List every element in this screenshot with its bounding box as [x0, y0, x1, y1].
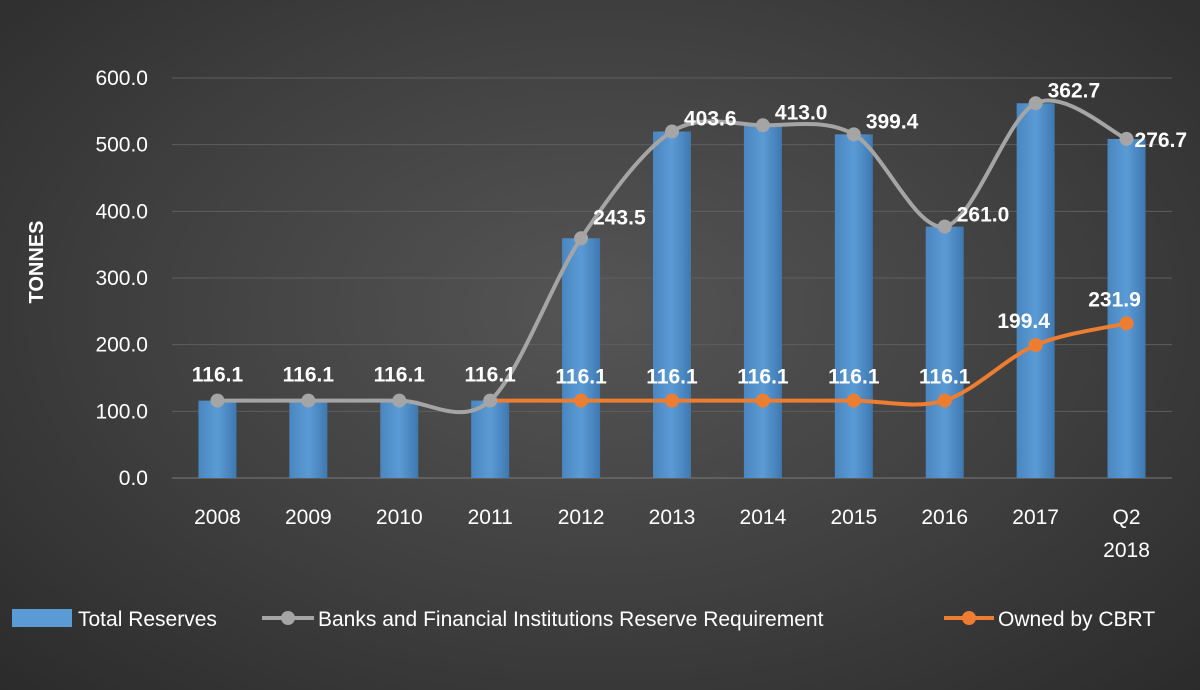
data-labels: 116.1 116.1 116.1 116.1 243.5 403.6 413.0 399.4…	[192, 79, 1187, 388]
bar-total-reserves	[471, 400, 510, 478]
x-tick-label: 2008	[194, 506, 241, 529]
reserve-requirement-label: 403.6	[684, 108, 737, 131]
reserve-requirement-point	[755, 118, 770, 133]
bars-total-reserves	[198, 103, 1146, 479]
reserve-requirement-point	[392, 393, 407, 408]
reserve-requirement-label: 362.7	[1048, 79, 1101, 102]
y-tick-label: 100.0	[95, 400, 148, 423]
x-tick-label: 2017	[1012, 506, 1059, 529]
x-tick-label: 2012	[558, 506, 605, 529]
owned-by-cbrt-line	[490, 321, 1128, 407]
x-tick-label: 2015	[830, 506, 877, 529]
bar-total-reserves	[198, 400, 237, 478]
reserve-requirement-point	[1028, 96, 1043, 111]
owned-by-cbrt-label: 116.1	[919, 366, 971, 389]
legend-label-owned-by-cbrt: Owned by CBRT	[998, 608, 1155, 631]
y-tick-label: 400.0	[95, 200, 148, 223]
y-tick-label: 300.0	[95, 267, 148, 290]
owned-by-cbrt-point	[846, 393, 861, 408]
bar-total-reserves	[1016, 103, 1055, 479]
x-tick-label: 2014	[740, 506, 787, 529]
bar-total-reserves	[1107, 138, 1146, 478]
bar-total-reserves	[289, 400, 328, 478]
x-tick-label: Q2	[1113, 506, 1141, 529]
owned-by-cbrt-point	[755, 393, 770, 408]
bar-total-reserves	[834, 134, 873, 479]
legend-marker-reserve-requirement	[281, 611, 295, 625]
reserve-requirement-label: 276.7	[1135, 129, 1188, 152]
y-tick-label: 0.0	[119, 467, 148, 490]
reserve-requirement-point	[665, 124, 679, 139]
legend-label-total-reserves: Total Reserves	[78, 608, 217, 631]
x-axis-ticks: 2008 2009 2010 2011 2012 2013 2014 2015 2016 2017…	[194, 506, 1150, 562]
x-tick-label: 2018	[1103, 539, 1150, 562]
bar-total-reserves	[380, 400, 419, 478]
legend-swatch-total-reserves	[12, 609, 72, 627]
reserve-requirement-label: 243.5	[593, 206, 646, 229]
reserve-requirement-point	[574, 231, 589, 246]
reserve-requirement-label: 399.4	[866, 110, 919, 133]
reserve-requirement-label: 116.1	[192, 364, 244, 387]
owned-by-cbrt-point	[937, 393, 952, 408]
reserve-requirement-point	[846, 127, 861, 142]
x-tick-label: 2013	[649, 506, 696, 529]
bar-total-reserves	[743, 125, 782, 479]
reserve-requirement-label: 116.1	[374, 364, 426, 387]
owned-by-cbrt-label: 116.1	[828, 366, 880, 389]
legend-marker-owned-by-cbrt	[962, 611, 976, 625]
reserve-requirement-point	[301, 393, 316, 408]
legend-label-reserve-requirement: Banks and Financial Institutions Reserve…	[318, 608, 824, 631]
owned-by-cbrt-point	[1119, 316, 1134, 331]
reserve-requirement-label: 261.0	[957, 204, 1010, 227]
bar-total-reserves	[925, 226, 964, 478]
owned-by-cbrt-label: 116.1	[737, 366, 789, 389]
x-tick-label: 2011	[468, 506, 513, 529]
reserve-requirement-label: 116.1	[464, 364, 516, 387]
owned-by-cbrt-point	[665, 393, 679, 408]
owned-by-cbrt-point	[574, 393, 589, 408]
owned-by-cbrt-label: 231.9	[1088, 288, 1141, 311]
y-tick-label: 200.0	[95, 334, 148, 357]
owned-by-cbrt-label: 116.1	[646, 366, 698, 389]
series-lines	[210, 96, 1134, 415]
y-tick-label: 500.0	[95, 134, 148, 157]
reserve-requirement-point	[937, 219, 952, 234]
reserve-requirement-label: 413.0	[775, 101, 828, 124]
owned-by-cbrt-label: 116.1	[555, 366, 607, 389]
y-axis-ticks: 0.0 100.0 200.0 300.0 400.0 500.0 600.0	[95, 67, 148, 490]
x-tick-label: 2016	[921, 506, 968, 529]
bar-total-reserves	[653, 131, 691, 479]
reserve-requirement-point	[483, 393, 498, 408]
owned-by-cbrt-point	[1028, 338, 1043, 353]
bar-total-reserves	[562, 238, 601, 478]
legend: Total Reserves Banks and Financial Instit…	[12, 608, 1155, 631]
x-tick-label: 2009	[285, 506, 332, 529]
x-tick-label: 2010	[376, 506, 423, 529]
reserve-requirement-point	[1119, 131, 1134, 146]
y-axis-title: TONNES	[26, 221, 48, 304]
reserve-requirement-point	[210, 393, 225, 408]
reserve-requirement-label: 116.1	[283, 364, 335, 387]
y-tick-label: 600.0	[95, 67, 148, 90]
owned-by-cbrt-label: 199.4	[997, 310, 1050, 333]
